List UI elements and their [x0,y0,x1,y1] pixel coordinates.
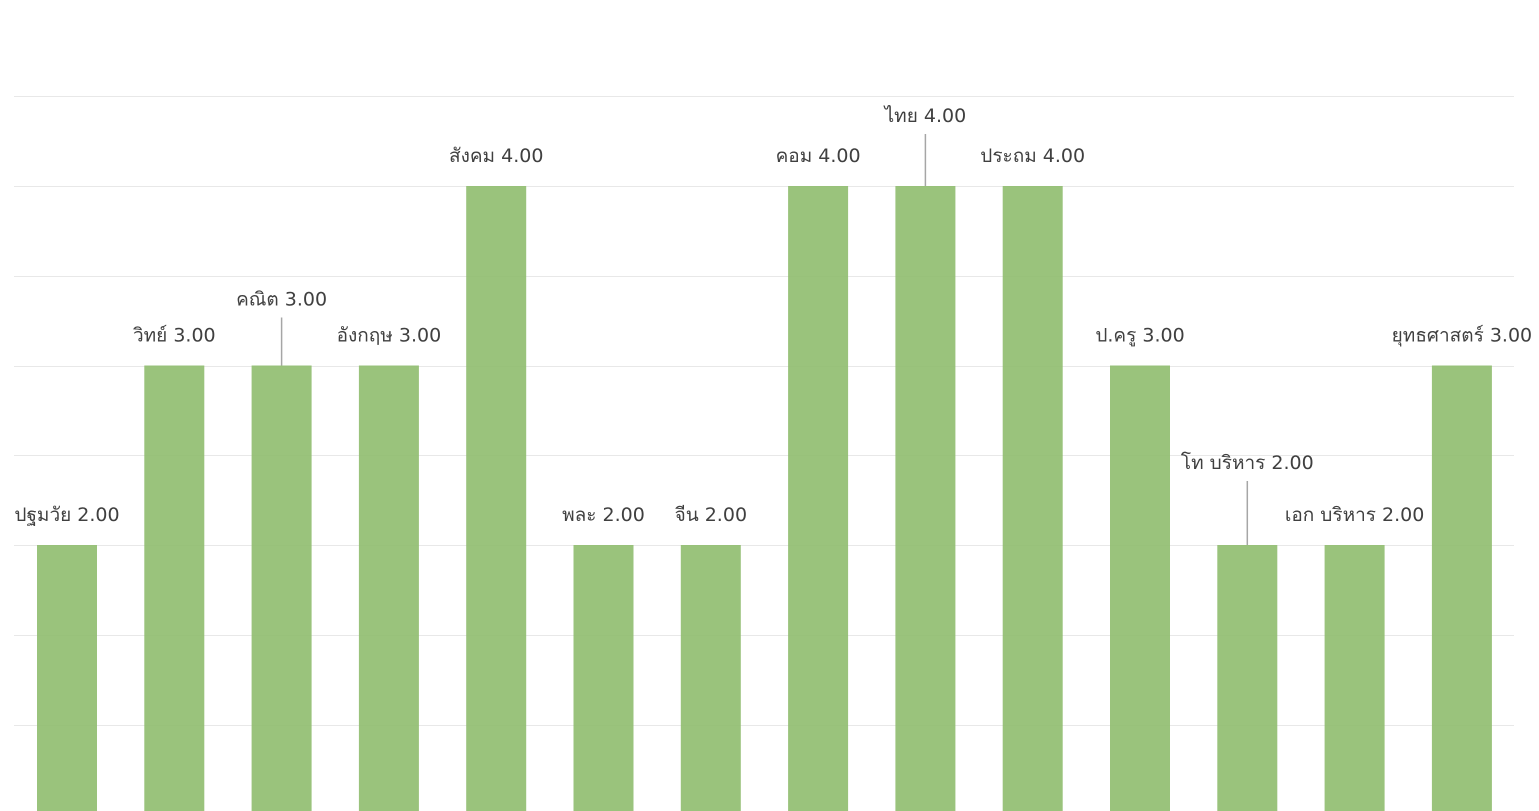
data-label: โท บริหาร 2.00 [1181,451,1314,474]
data-label: ไทย 4.00 [883,105,967,127]
bar [1431,365,1492,811]
data-label: คอม 4.00 [776,145,861,167]
data-label: พละ 2.00 [562,504,645,526]
bar [788,186,849,811]
bar [37,545,97,811]
data-label: คณิต 3.00 [236,289,327,311]
bar [144,365,205,811]
gridlines [14,96,1514,726]
bar [680,545,741,811]
bar [1324,545,1385,811]
bar [573,545,634,811]
bar [358,365,419,811]
bar [895,186,956,811]
bar [251,365,312,811]
bar [466,186,527,811]
data-labels: ปฐมวัย 2.00 วิทย์ 3.00 คณิต 3.00 อังกฤษ 3.0… [14,105,1532,545]
data-label: เอก บริหาร 2.00 [1285,504,1424,526]
data-label: อังกฤษ 3.00 [337,325,442,347]
data-label: วิทย์ 3.00 [133,325,216,347]
data-label: สังคม 4.00 [449,145,543,167]
data-label: ประถม 4.00 [980,145,1085,167]
data-label: ป.ครู 3.00 [1095,325,1184,347]
bar [1217,545,1278,811]
bar [1002,186,1063,811]
bars [37,186,1492,811]
data-label: ยุทธศาสตร์ 3.00 [1392,325,1532,348]
data-label: ปฐมวัย 2.00 [14,504,119,526]
data-label: จีน 2.00 [675,504,747,526]
bar [1110,365,1170,811]
